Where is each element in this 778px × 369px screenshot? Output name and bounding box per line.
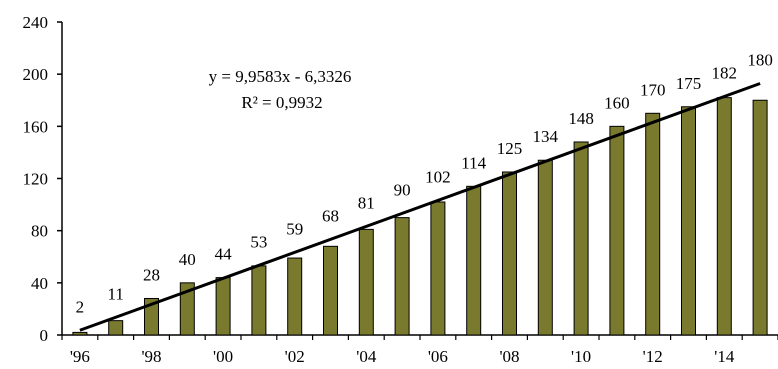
bar bbox=[144, 297, 159, 336]
trendline bbox=[79, 82, 761, 332]
data-label: 148 bbox=[568, 109, 594, 128]
x-tick-label: '12 bbox=[643, 347, 663, 366]
x-tick-label: '10 bbox=[571, 347, 591, 366]
data-label: 53 bbox=[250, 232, 267, 251]
data-label: 81 bbox=[358, 193, 375, 212]
y-tick-label: 0 bbox=[40, 326, 49, 345]
data-label: 59 bbox=[286, 219, 303, 238]
bar bbox=[537, 159, 553, 336]
x-axis: '96 '98 '00 '02 '04 '06 '08 '10 '12 '14 bbox=[61, 334, 778, 366]
bar bbox=[394, 217, 410, 336]
trendline-equation: y = 9,9583x - 6,3326 bbox=[209, 67, 352, 86]
x-tick-label: '14 bbox=[714, 347, 735, 366]
data-label: 114 bbox=[461, 153, 486, 172]
bar bbox=[108, 320, 124, 336]
x-tick-label: '02 bbox=[285, 347, 305, 366]
bar bbox=[72, 331, 88, 336]
x-tick-label: '96 bbox=[70, 347, 90, 366]
data-label: 175 bbox=[676, 74, 702, 93]
x-tick-label: '06 bbox=[428, 347, 448, 366]
bar bbox=[179, 282, 195, 336]
data-label: 2 bbox=[76, 297, 85, 316]
x-tick-label: '98 bbox=[141, 347, 161, 366]
bar bbox=[752, 99, 768, 336]
trendline-group bbox=[79, 82, 761, 332]
data-label: 11 bbox=[108, 284, 124, 303]
bar bbox=[573, 141, 589, 336]
bar bbox=[681, 106, 696, 336]
y-tick-label: 40 bbox=[31, 274, 48, 293]
data-label: 44 bbox=[215, 245, 233, 264]
y-tick-label: 80 bbox=[31, 222, 48, 241]
y-tick-label: 240 bbox=[23, 13, 49, 32]
bars bbox=[72, 97, 768, 336]
bar bbox=[645, 112, 661, 336]
bar bbox=[323, 245, 338, 336]
bar bbox=[466, 185, 482, 336]
bar bbox=[716, 97, 732, 336]
data-label: 28 bbox=[143, 265, 160, 284]
bar bbox=[502, 171, 517, 336]
data-label: 134 bbox=[533, 127, 559, 146]
trendline-r-squared: R² = 0,9932 bbox=[241, 93, 322, 112]
y-tick-label: 200 bbox=[23, 65, 49, 84]
data-label: 125 bbox=[497, 139, 523, 158]
data-label: 180 bbox=[747, 51, 773, 70]
bar bbox=[358, 228, 374, 336]
y-axis: 0 40 80 120 160 200 240 bbox=[23, 13, 63, 345]
bar bbox=[287, 257, 303, 336]
data-label: 102 bbox=[425, 167, 451, 186]
bar bbox=[215, 277, 231, 336]
data-label: 170 bbox=[640, 80, 666, 99]
bar bbox=[609, 125, 625, 336]
y-tick-label: 160 bbox=[23, 117, 49, 136]
x-tick-label: '00 bbox=[213, 347, 233, 366]
data-label: 182 bbox=[712, 64, 738, 83]
bar bbox=[430, 201, 446, 336]
data-labels: 2 11 28 40 44 53 59 68 81 90 102 114 125 134 148 160 170… bbox=[76, 51, 773, 317]
data-label: 90 bbox=[394, 180, 411, 199]
data-label: 160 bbox=[604, 93, 630, 112]
x-tick-label: '04 bbox=[356, 347, 377, 366]
y-tick-label: 120 bbox=[23, 170, 49, 189]
data-label: 68 bbox=[322, 206, 339, 225]
data-label: 40 bbox=[179, 250, 196, 269]
x-tick-label: '08 bbox=[499, 347, 519, 366]
bar bbox=[251, 265, 267, 336]
